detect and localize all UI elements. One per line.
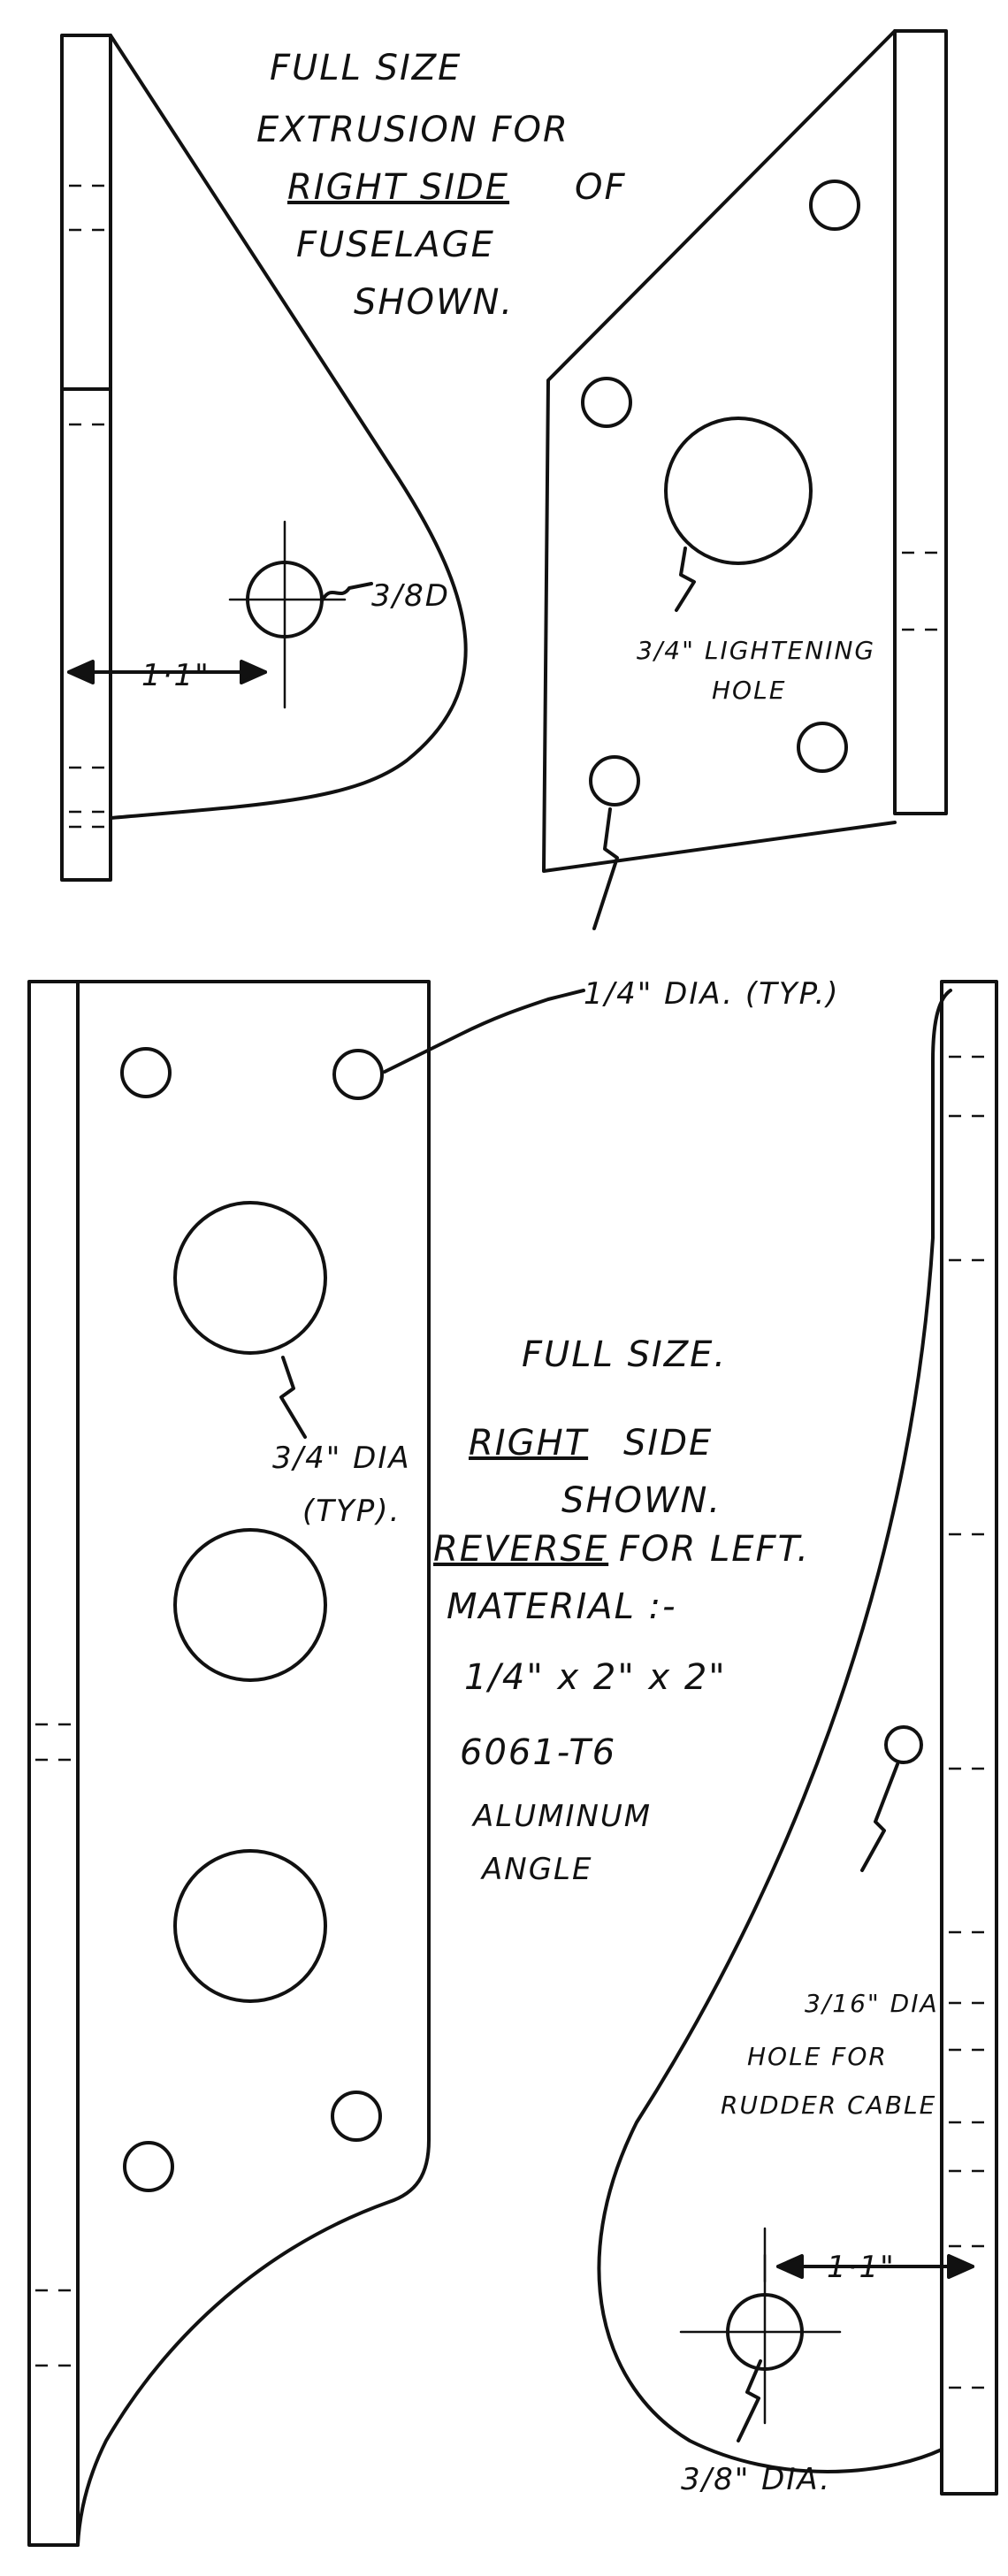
bottom-right-outline [597,989,952,2473]
note-shown: SHOWN. [561,1480,722,1521]
top-right-hole-4 [589,755,640,806]
bottom-left-hole-2 [332,1049,384,1100]
note-rudder-cable: RUDDER CABLE [721,2091,936,2120]
bottom-right-rudder-hole [884,1725,923,1764]
bottom-left-bracket [27,980,585,2547]
bottom-left-lightening-hole-1 [173,1201,327,1355]
note-full-size-top: FULL SIZE [270,48,462,88]
bottom-left-hole-3 [123,2141,174,2192]
note-shown-top: SHOWN. [354,282,514,323]
note-aluminum: ALUMINUM [471,1799,652,1834]
note-reverse-underlined: REVERSE [433,1529,608,1570]
top-right-hole-3 [797,722,848,773]
top-right-bracket [542,29,948,930]
note-typ: (TYP). [302,1494,401,1529]
note-right-side-underlined: RIGHT SIDE [287,167,509,208]
note-for-left: FOR LEFT. [619,1529,810,1570]
note-three-quarter-dia: 3/4" DIA [272,1441,411,1476]
note-material: MATERIAL :- [447,1586,677,1627]
dim-bottom-edge: 1·1" [827,2250,896,2285]
bottom-right-flange [940,980,998,2496]
note-quarter-dia: 1/4" DIA. (TYP.) [584,976,840,1012]
top-left-outline [109,34,468,820]
bottom-left-flange [27,980,80,2547]
note-angle: ANGLE [480,1852,592,1887]
bottom-left-lightening-hole-3 [173,1849,327,2003]
bottom-left-hole-1 [120,1047,172,1098]
top-right-flange [893,29,948,815]
bottom-left-outline [76,980,431,2547]
note-side: SIDE [623,1423,713,1464]
note-alloy: 6061-T6 [460,1732,616,1773]
top-right-outline [542,29,897,873]
annotations: FULL SIZE EXTRUSION FOR RIGHT SIDE OF FU… [141,48,939,2497]
note-right-underlined: RIGHT [469,1423,590,1464]
note-lightening-hole: 3/4" LIGHTENING [637,636,875,665]
top-right-hole-2 [581,377,632,428]
note-three-sixteenth-dia: 3/16" DIA [805,1989,939,2018]
bottom-left-lightening-hole-2 [173,1528,327,1682]
dim-top-bolt: 3/8D [371,578,450,614]
top-left-flange [60,34,112,882]
note-of: OF [575,167,627,208]
top-left-bracket [60,34,468,882]
dim-bottom-bolt: 3/8" DIA. [681,2462,831,2497]
note-fuselage: FUSELAGE [296,225,495,265]
note-extrusion-for: EXTRUSION FOR [256,110,569,150]
note-hole-for: HOLE FOR [747,2042,888,2071]
bottom-right-bracket [597,980,998,2496]
top-right-hole-1 [809,180,860,231]
top-right-lightening-hole [664,417,813,565]
bottom-left-hole-4 [331,2091,382,2142]
dim-top-edge: 1·1" [141,658,210,693]
note-full-size: FULL SIZE. [522,1334,727,1375]
note-hole: HOLE [712,676,786,705]
note-angle-size: 1/4" x 2" x 2" [464,1657,727,1698]
